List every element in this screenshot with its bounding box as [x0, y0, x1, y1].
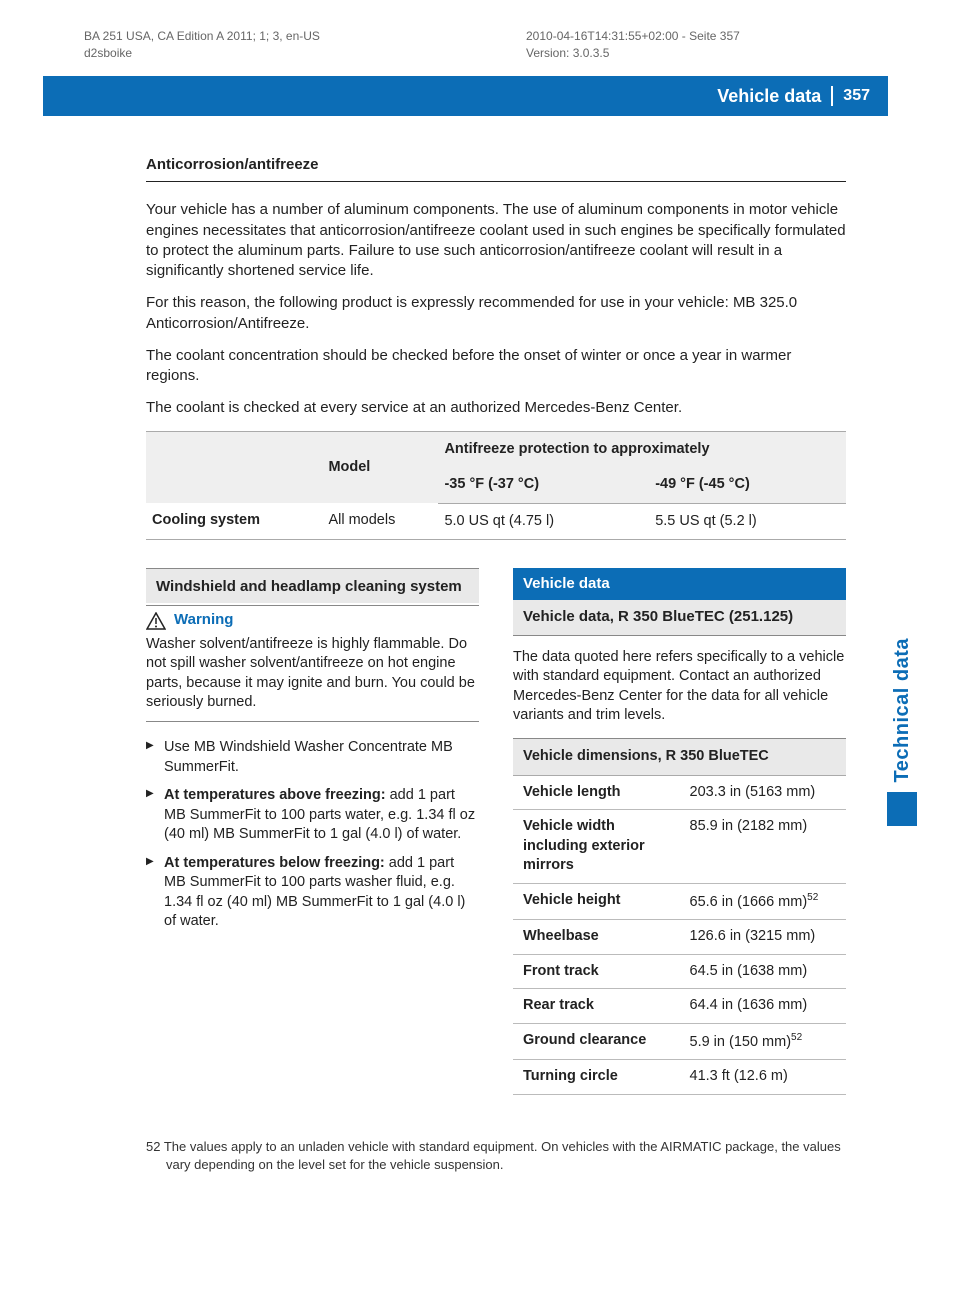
page-header-band: Vehicle data 357	[43, 76, 888, 116]
cooling-row-label: Cooling system	[146, 503, 322, 540]
cooling-row-model: All models	[322, 503, 438, 540]
left-column: Windshield and headlamp cleaning system …	[146, 568, 479, 1095]
header-left: BA 251 USA, CA Edition A 2011; 1; 3, en-…	[84, 28, 320, 62]
dim-value: 85.9 in (2182 mm)	[680, 810, 847, 884]
header-right-line2: Version: 3.0.3.5	[526, 45, 740, 62]
dim-label: Ground clearance	[513, 1023, 680, 1059]
warning-triangle-icon	[146, 612, 166, 630]
list-item: At temperatures above freezing: add 1 pa…	[146, 786, 479, 845]
table-row: Vehicle height65.6 in (1666 mm)52	[513, 883, 846, 919]
anticorrosion-p1: Your vehicle has a number of aluminum co…	[146, 200, 846, 281]
warning-header: Warning	[146, 605, 479, 632]
list-item: At temperatures below freezing: add 1 pa…	[146, 854, 479, 932]
page-section-title: Vehicle data	[717, 84, 821, 108]
dim-label: Vehicle height	[513, 883, 680, 919]
dim-label: Front track	[513, 954, 680, 989]
right-column: Vehicle data Vehicle data, R 350 BlueTEC…	[513, 568, 846, 1095]
dim-value: 203.3 in (5163 mm)	[680, 775, 847, 810]
header-right-line1: 2010-04-16T14:31:55+02:00 - Seite 357	[526, 28, 740, 45]
header-right: 2010-04-16T14:31:55+02:00 - Seite 357 Ve…	[526, 28, 740, 62]
dim-value: 126.6 in (3215 mm)	[680, 920, 847, 955]
table-row: Ground clearance5.9 in (150 mm)52	[513, 1023, 846, 1059]
cooling-row-v2: 5.5 US qt (5.2 l)	[649, 503, 846, 540]
anticorrosion-p2: For this reason, the following product i…	[146, 293, 846, 334]
table-row: Vehicle length203.3 in (5163 mm)	[513, 775, 846, 810]
band-divider	[831, 86, 833, 106]
instr-bold: At temperatures below freezing:	[164, 855, 385, 871]
dim-value: 41.3 ft (12.6 m)	[680, 1060, 847, 1095]
dim-value: 64.4 in (1636 mm)	[680, 989, 847, 1024]
dim-value: 5.9 in (150 mm)52	[680, 1023, 847, 1059]
cooling-system-table: Model Antifreeze protection to approxima…	[146, 431, 846, 541]
vehicle-data-bar: Vehicle data	[513, 568, 846, 600]
cooling-col-protect: Antifreeze protection to approximately	[438, 431, 846, 467]
cooling-sub1: -35 °F (-37 °C)	[438, 467, 649, 503]
footnote-text: The values apply to an unladen vehicle w…	[160, 1139, 840, 1172]
table-row: Cooling system All models 5.0 US qt (4.7…	[146, 503, 846, 540]
anticorrosion-p4: The coolant is checked at every service …	[146, 398, 846, 418]
page-number: 357	[843, 85, 870, 107]
footnote-ref: 52	[791, 1032, 802, 1043]
dim-label: Turning circle	[513, 1060, 680, 1095]
list-item: Use MB Windshield Washer Concentrate MB …	[146, 738, 479, 777]
dim-label: Wheelbase	[513, 920, 680, 955]
instr-bold: At temperatures above freezing:	[164, 787, 386, 803]
dims-header: Vehicle dimensions, R 350 BlueTEC	[513, 738, 846, 775]
table-row: Wheelbase126.6 in (3215 mm)	[513, 920, 846, 955]
header-left-line1: BA 251 USA, CA Edition A 2011; 1; 3, en-…	[84, 28, 320, 45]
vehicle-dimensions-table: Vehicle dimensions, R 350 BlueTEC Vehicl…	[513, 738, 846, 1095]
dim-label: Rear track	[513, 989, 680, 1024]
footnote-ref: 52	[807, 892, 818, 903]
vehicle-data-subheading: Vehicle data, R 350 BlueTEC (251.125)	[513, 600, 846, 635]
cooling-col-model: Model	[322, 431, 438, 503]
table-row: Vehicle width including exterior mirrors…	[513, 810, 846, 884]
table-row: Front track64.5 in (1638 mm)	[513, 954, 846, 989]
warning-label: Warning	[174, 610, 233, 630]
header-left-line2: d2sboike	[84, 45, 320, 62]
table-row: Rear track64.4 in (1636 mm)	[513, 989, 846, 1024]
washer-heading: Windshield and headlamp cleaning system	[146, 568, 479, 603]
anticorrosion-heading: Anticorrosion/antifreeze	[146, 155, 846, 182]
warning-text: Washer solvent/antifreeze is highly flam…	[146, 633, 479, 722]
footnote-number: 52	[146, 1139, 160, 1154]
dim-value: 65.6 in (1666 mm)52	[680, 883, 847, 919]
cooling-row-v1: 5.0 US qt (4.75 l)	[438, 503, 649, 540]
dim-label: Vehicle length	[513, 775, 680, 810]
anticorrosion-p3: The coolant concentration should be chec…	[146, 346, 846, 387]
footnote: 52 The values apply to an unladen vehicl…	[146, 1138, 846, 1174]
washer-instructions: Use MB Windshield Washer Concentrate MB …	[146, 738, 479, 932]
dim-value: 64.5 in (1638 mm)	[680, 954, 847, 989]
side-tab: Technical data	[887, 632, 918, 826]
vehicle-data-intro: The data quoted here refers specifically…	[513, 648, 846, 726]
dim-label: Vehicle width including exterior mirrors	[513, 810, 680, 884]
side-tab-label: Technical data	[887, 632, 918, 788]
cooling-sub2: -49 °F (-45 °C)	[649, 467, 846, 503]
side-tab-block	[887, 792, 917, 826]
table-row: Turning circle41.3 ft (12.6 m)	[513, 1060, 846, 1095]
main-content: Anticorrosion/antifreeze Your vehicle ha…	[146, 155, 846, 1095]
